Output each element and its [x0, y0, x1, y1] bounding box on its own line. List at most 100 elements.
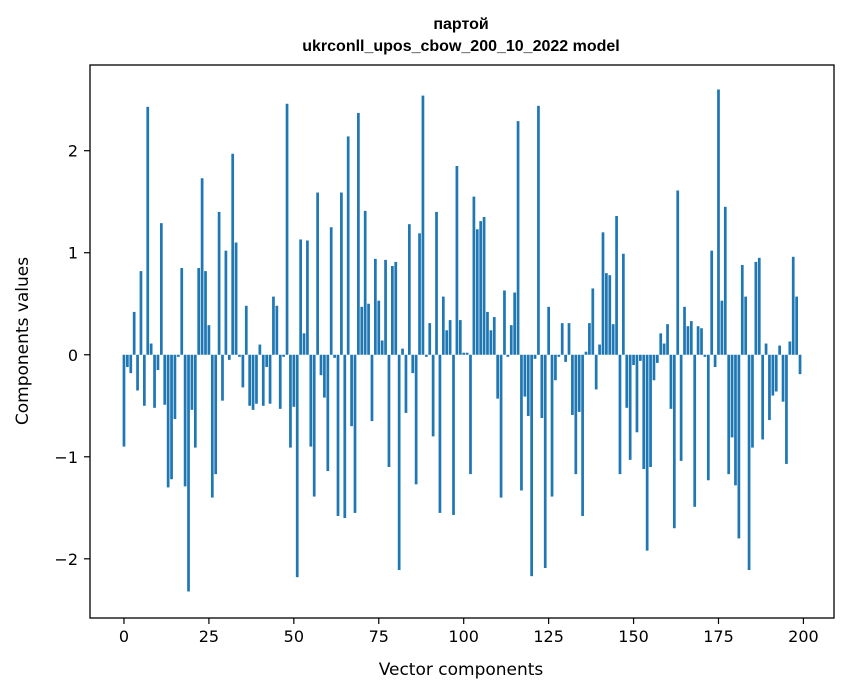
bar — [217, 211, 221, 355]
y-axis-label: Components values — [13, 257, 33, 425]
y-tick-label: −1 — [54, 448, 78, 467]
bar — [428, 323, 432, 355]
bar — [567, 323, 571, 355]
bar — [295, 354, 299, 578]
bar — [132, 311, 136, 355]
bar — [309, 354, 313, 447]
bar — [458, 320, 462, 355]
bar — [231, 153, 235, 355]
bar — [122, 354, 126, 447]
bar — [560, 323, 564, 355]
bar — [584, 351, 588, 355]
bar — [200, 178, 204, 355]
bar — [611, 324, 615, 355]
bar — [404, 354, 408, 413]
bar — [329, 227, 333, 355]
bar — [241, 354, 245, 388]
bar — [506, 354, 510, 357]
chart-subtitle: ukrconll_upos_cbow_200_10_2022 model — [302, 38, 619, 55]
bar — [377, 300, 381, 355]
bar — [255, 354, 258, 404]
bar — [227, 354, 231, 360]
bar — [540, 354, 544, 419]
y-tick-label: 2 — [68, 142, 78, 161]
bar — [316, 192, 319, 355]
bar — [424, 354, 428, 357]
bar — [747, 354, 751, 571]
bar — [482, 217, 486, 355]
bars-group — [122, 89, 802, 592]
bar — [734, 354, 737, 486]
bar — [346, 136, 350, 355]
bar — [598, 344, 601, 355]
bar — [628, 354, 632, 460]
bar — [601, 232, 605, 355]
bar — [306, 240, 309, 355]
bar — [720, 300, 724, 355]
bar — [486, 311, 489, 355]
bar — [285, 103, 289, 355]
bar — [642, 354, 646, 470]
bar — [622, 253, 625, 355]
bar — [686, 326, 690, 355]
bar — [503, 290, 506, 355]
bar — [438, 354, 442, 513]
bar — [761, 354, 765, 440]
bar — [292, 354, 296, 407]
bar — [689, 321, 693, 355]
bar — [180, 268, 184, 355]
bar — [662, 343, 666, 355]
bar — [781, 354, 785, 402]
bar — [635, 354, 639, 433]
bar — [723, 206, 727, 355]
bar — [431, 354, 435, 437]
y-tick-label: −2 — [54, 550, 78, 569]
bar — [407, 224, 411, 355]
bar — [533, 354, 537, 359]
bar — [469, 354, 472, 475]
bar — [696, 326, 700, 355]
bar — [465, 352, 469, 355]
bar — [234, 242, 238, 355]
bar — [706, 354, 710, 481]
bar — [170, 354, 173, 480]
bar — [795, 296, 798, 355]
x-tick-label: 150 — [618, 627, 649, 646]
bar — [190, 354, 194, 410]
bar — [204, 271, 207, 355]
x-tick-label: 50 — [284, 627, 304, 646]
bar — [751, 354, 754, 448]
bar — [207, 325, 211, 355]
bar — [166, 354, 170, 488]
bar — [475, 229, 479, 355]
bar — [258, 344, 262, 355]
y-tick-label: 0 — [68, 346, 78, 365]
bar — [418, 233, 421, 355]
bar — [238, 354, 241, 357]
bar — [577, 354, 581, 412]
bar — [655, 354, 659, 363]
bar — [136, 354, 139, 391]
bar — [448, 320, 452, 355]
x-axis-ticks: 0 25 50 75 100 125 150 175 200 — [119, 618, 819, 646]
y-axis-ticks: −2 −1 0 1 2 — [54, 142, 90, 569]
bar — [268, 354, 272, 404]
bar — [363, 210, 367, 355]
bar — [272, 296, 275, 355]
bar — [588, 323, 591, 355]
bar — [421, 95, 425, 355]
bar — [768, 354, 771, 421]
bar — [441, 296, 445, 355]
bar — [710, 250, 714, 355]
bar — [791, 256, 795, 355]
bar — [543, 354, 547, 568]
bar — [350, 354, 353, 427]
bar — [401, 348, 404, 355]
bar — [445, 330, 449, 355]
bar — [384, 259, 387, 355]
bar — [143, 354, 146, 406]
bar — [265, 354, 269, 367]
x-tick-label: 75 — [369, 627, 389, 646]
bar — [353, 354, 357, 513]
bar — [159, 223, 163, 355]
